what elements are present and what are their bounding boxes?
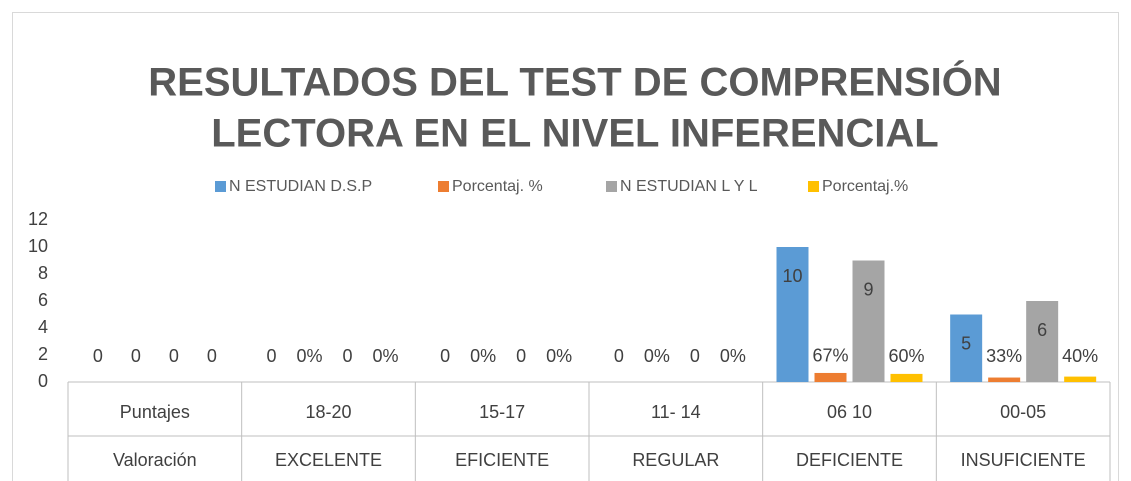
data-label: 0 [690,346,700,366]
y-tick-label: 2 [38,344,48,364]
legend-swatch [808,181,819,192]
data-label: 0 [169,346,179,366]
y-tick-label: 6 [38,290,48,310]
data-label: 0 [131,346,141,366]
data-label: 0 [93,346,103,366]
bar [950,314,983,382]
legend-swatch [438,181,449,192]
bar [1026,301,1059,382]
data-label: 0 [207,346,217,366]
bar [988,377,1021,382]
legend-label: Porcentaj.% [822,178,908,195]
x-tick-label: EXCELENTE [275,450,382,470]
bar [1064,376,1097,382]
data-label: 10 [782,266,802,286]
x-tick-label: INSUFICIENTE [961,450,1086,470]
legend-label: N ESTUDIAN L Y L [620,178,758,195]
legend-swatch [606,181,617,192]
data-label: 0% [470,346,496,366]
x-tick-label: 11- 14 [651,402,701,422]
data-label: 0% [372,346,398,366]
bar [852,260,885,382]
data-label: 5 [961,333,971,353]
x-tick-label: 15-17 [479,402,525,422]
chart-title: RESULTADOS DEL TEST DE COMPRENSIÓN [148,59,1001,105]
x-tick-label: 00-05 [1000,402,1046,422]
y-tick-label: 8 [38,263,48,283]
data-label: 0 [342,346,352,366]
data-label: 0% [546,346,572,366]
y-tick-label: 0 [38,371,48,391]
data-label: 67% [812,346,848,366]
x-tick-label: DEFICIENTE [796,450,903,470]
data-label: 0 [440,346,450,366]
x-tick-label: EFICIENTE [455,450,549,470]
bar [814,372,847,382]
data-label: 40% [1062,346,1098,366]
bar [776,247,809,382]
data-label: 0% [296,346,322,366]
data-label: 6 [1037,320,1047,340]
data-label: 33% [986,346,1022,366]
y-tick-label: 4 [38,317,48,337]
data-label: 0 [516,346,526,366]
x-tick-label: Valoración [113,450,197,470]
x-tick-label: 06 10 [827,402,872,422]
data-label: 9 [863,279,873,299]
data-label: 0 [614,346,624,366]
x-tick-label: 18-20 [305,402,351,422]
data-label: 0% [720,346,746,366]
legend-label: Porcentaj. % [452,178,543,195]
x-tick-label: REGULAR [632,450,719,470]
legend-label: N ESTUDIAN D.S.P [229,178,372,195]
y-tick-label: 12 [28,209,48,229]
data-label: 0% [644,346,670,366]
bar [890,373,923,382]
data-label: 60% [888,346,924,366]
chart-frame [12,12,1119,481]
x-tick-label: Puntajes [120,402,190,422]
y-tick-label: 10 [28,236,48,256]
legend-swatch [215,181,226,192]
chart-title: LECTORA EN EL NIVEL INFERENCIAL [211,112,938,156]
data-label: 0 [266,346,276,366]
